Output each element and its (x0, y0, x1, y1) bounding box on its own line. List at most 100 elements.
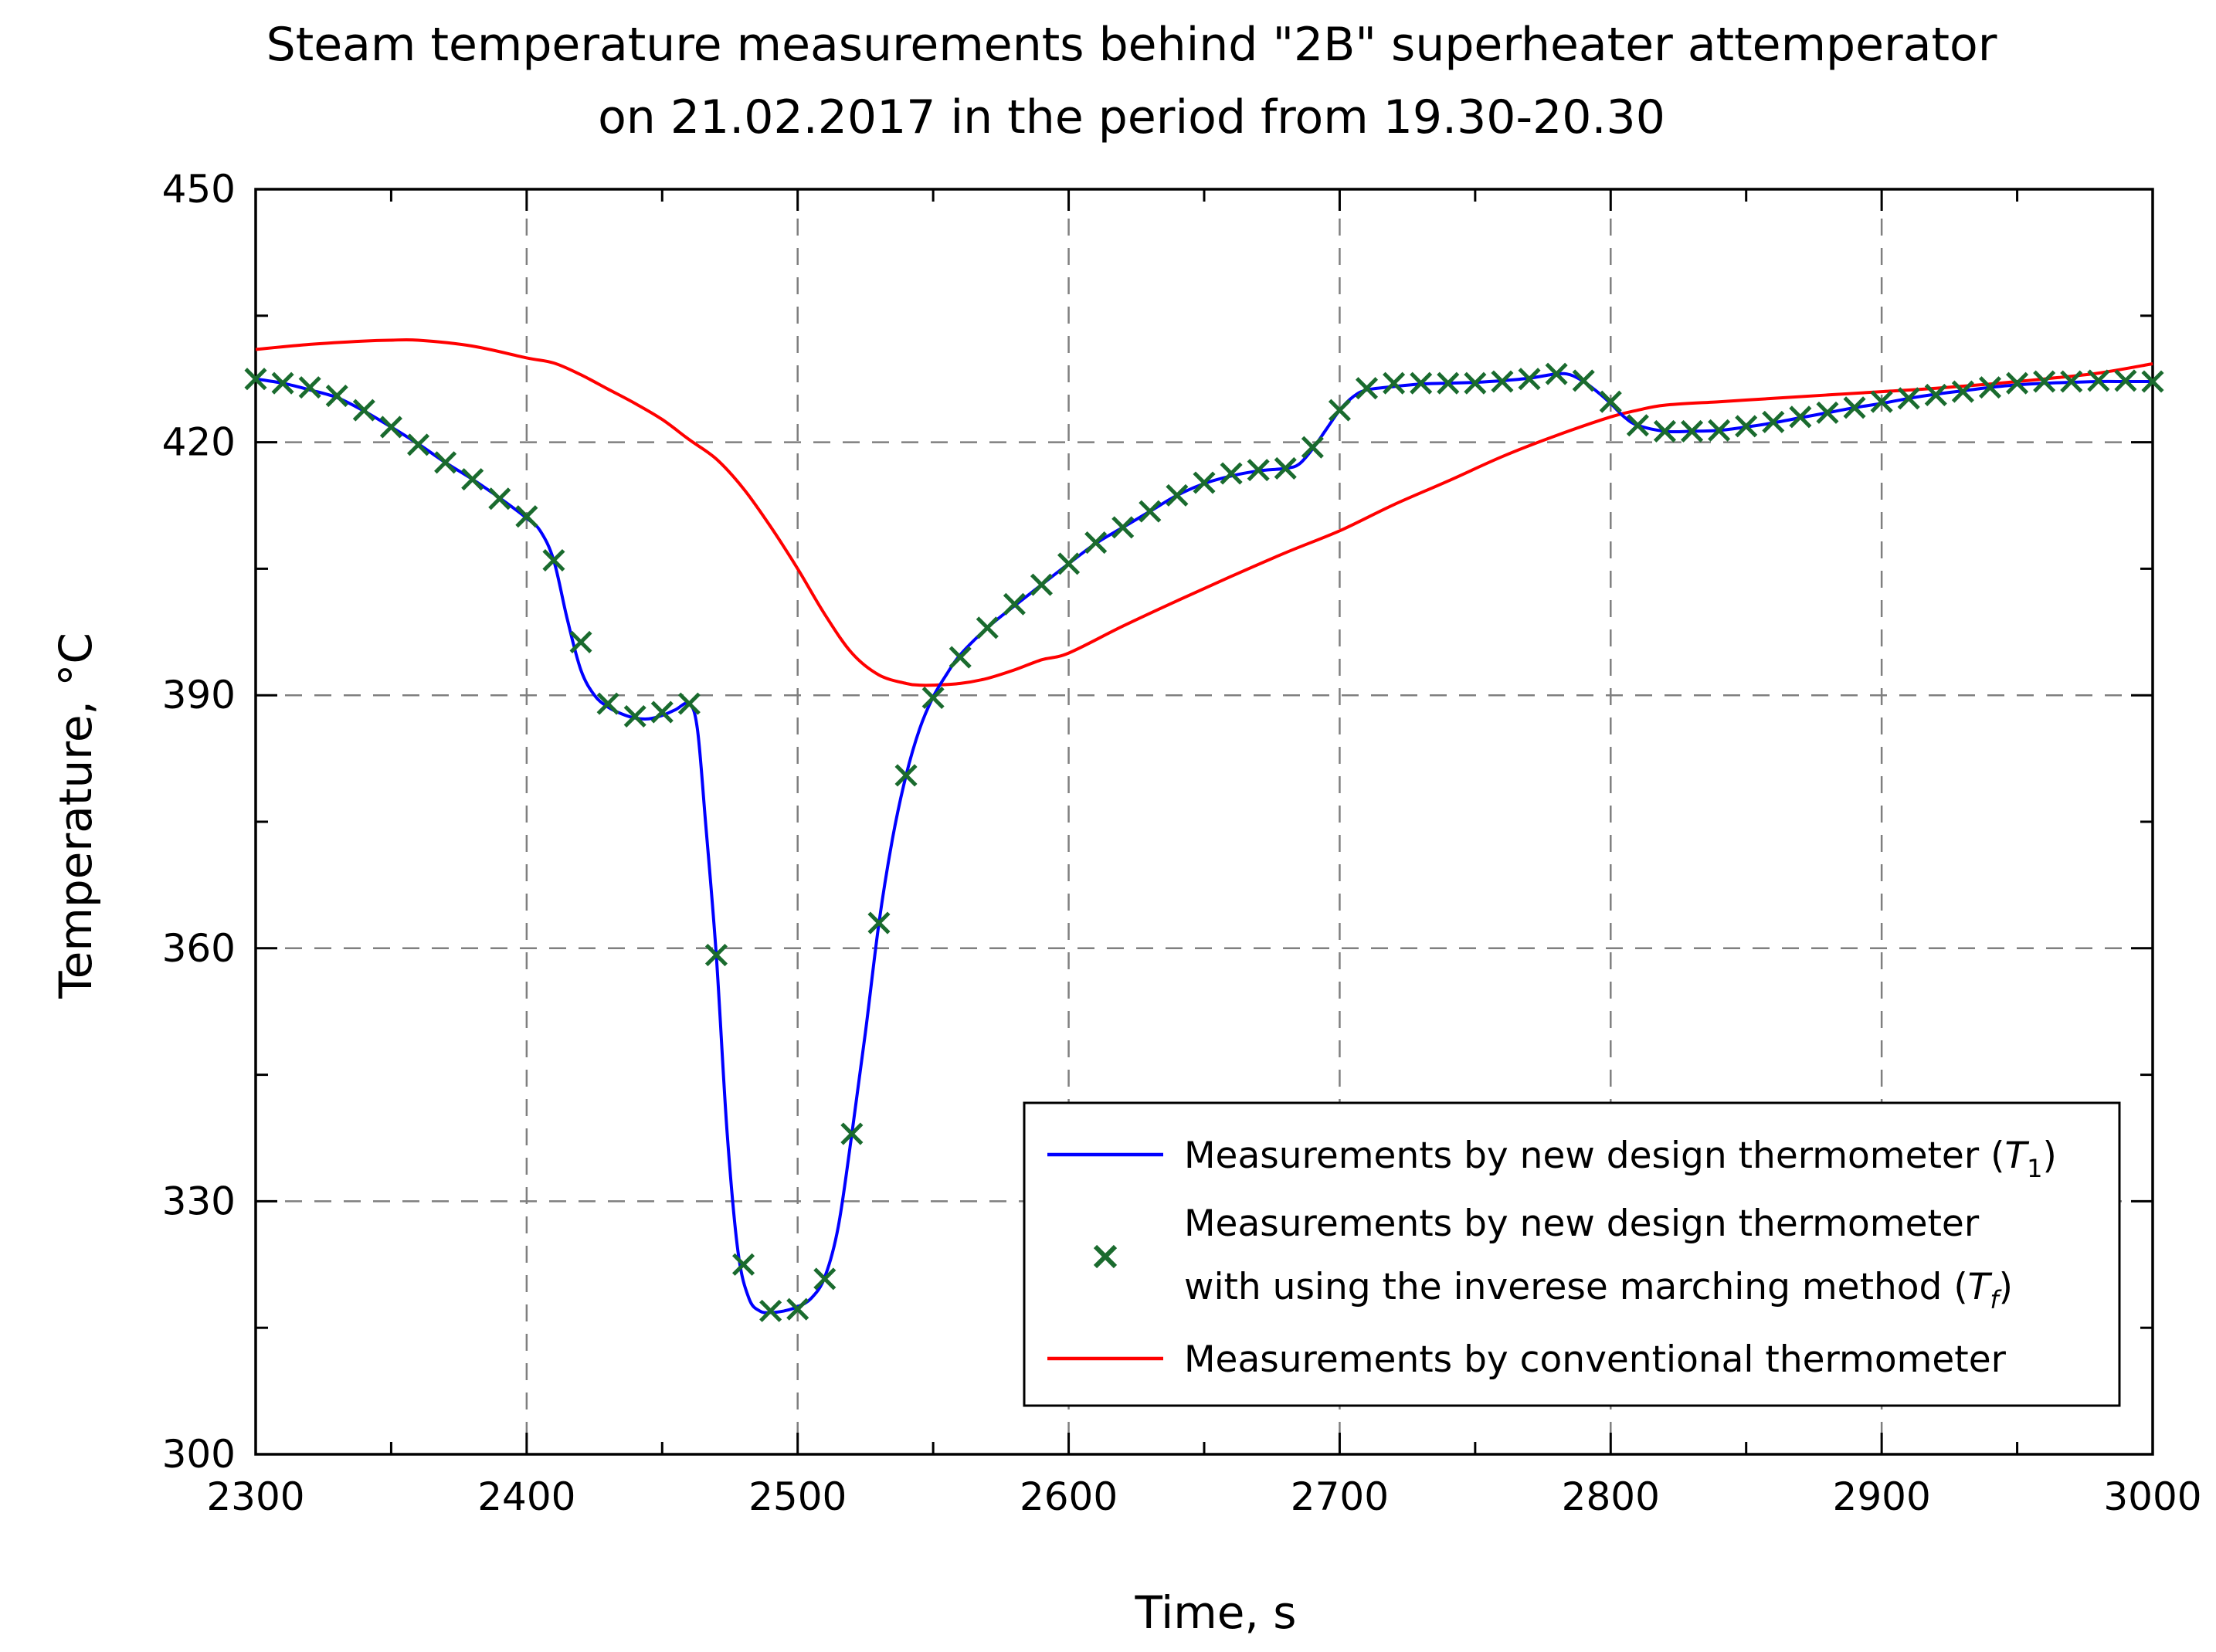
data-point-inverse-marching-2430 (596, 692, 619, 715)
data-point-inverse-marching-2350 (379, 416, 402, 439)
data-point-inverse-marching-2920 (1924, 383, 1947, 406)
data-point-inverse-marching-2300 (244, 368, 267, 391)
data-point-inverse-marching-2500 (786, 1298, 809, 1321)
legend-entry-inverse-marching-suffix: ) (1999, 1266, 2013, 1308)
x-tick-label-2600: 2600 (1020, 1474, 1118, 1519)
data-point-inverse-marching-2340 (352, 399, 375, 422)
data-point-inverse-marching-2510 (813, 1267, 837, 1291)
y-tick-label-390: 390 (162, 673, 236, 717)
x-axis-label: Time, s (1134, 1586, 1296, 1639)
chart-title: Steam temperature measurements behind "2… (266, 18, 1997, 72)
data-point-inverse-marching-2460 (677, 692, 701, 715)
x-tick-label-3000: 3000 (2103, 1474, 2201, 1519)
legend-entry-new-design-suffix: ) (2043, 1135, 2057, 1177)
x-tick-label-2500: 2500 (748, 1474, 847, 1519)
data-point-inverse-marching-2830 (1681, 419, 1704, 443)
data-point-inverse-marching-2490 (759, 1299, 782, 1322)
data-point-inverse-marching-2320 (298, 376, 321, 399)
data-point-inverse-marching-2400 (515, 505, 538, 528)
legend-entry-inverse-marching-line1: Measurements by new design thermometer (1184, 1203, 1980, 1245)
data-point-inverse-marching-2580 (1003, 592, 1026, 616)
data-point-inverse-marching-2420 (569, 630, 592, 653)
data-point-inverse-marching-2650 (1193, 471, 1216, 494)
legend-marker-stroke-b (1093, 1244, 1118, 1269)
data-point-inverse-marching-2670 (1247, 459, 1270, 482)
data-point-inverse-marching-2470 (704, 944, 728, 967)
y-tick-label-360: 360 (162, 926, 236, 971)
data-point-inverse-marching-2840 (1708, 419, 1731, 442)
data-point-inverse-marching-2710 (1355, 377, 1379, 400)
series-layer (244, 338, 2164, 1322)
data-point-inverse-marching-2850 (1735, 415, 1758, 438)
data-point-inverse-marching-2520 (840, 1122, 864, 1145)
data-point-inverse-marching-2590 (1030, 573, 1054, 596)
data-point-inverse-marching-2870 (1789, 405, 1812, 429)
data-point-inverse-marching-2540 (894, 764, 918, 787)
data-point-inverse-marching-2800 (1599, 390, 1622, 413)
data-point-inverse-marching-2360 (406, 433, 430, 456)
data-point-inverse-marching-2630 (1139, 500, 1162, 523)
data-point-inverse-marching-2970 (2060, 370, 2083, 393)
data-point-inverse-marching-2990 (2114, 369, 2137, 392)
legend: Measurements by new design thermometer (… (1023, 1101, 2121, 1407)
tick-label-layer: 2300 2400 2500 2600 2700 2800 2900 3000 300 330 36… (162, 167, 2202, 1519)
data-point-inverse-marching-2750 (1464, 371, 1487, 395)
data-point-inverse-marching-2910 (1897, 387, 1920, 410)
data-point-inverse-marching-2860 (1762, 410, 1785, 433)
data-point-inverse-marching-2980 (2087, 369, 2110, 392)
data-point-inverse-marching-2770 (1518, 368, 1541, 391)
data-point-inverse-marching-2950 (2006, 371, 2029, 395)
x-tick-label-2700: 2700 (1291, 1474, 1389, 1519)
data-point-inverse-marching-2530 (867, 911, 891, 935)
data-point-inverse-marching-2330 (325, 385, 348, 408)
plot-frame (254, 188, 2154, 1456)
y-tick-label-450: 450 (162, 167, 236, 212)
x-tick-label-2400: 2400 (477, 1474, 575, 1519)
data-point-inverse-marching-2390 (488, 487, 511, 511)
data-point-inverse-marching-2960 (2033, 370, 2056, 393)
chart-subtitle: on 21.02.2017 in the period from 19.30-2… (598, 90, 1665, 144)
data-point-inverse-marching-3000 (2141, 370, 2164, 393)
legend-entry-new-design-math: T (2004, 1135, 2029, 1177)
data-point-inverse-marching-2740 (1437, 371, 1460, 395)
data-point-inverse-marching-2440 (623, 704, 646, 728)
data-point-inverse-marching-2550 (921, 686, 945, 710)
data-point-inverse-marching-2720 (1383, 371, 1406, 395)
data-point-inverse-marching-2620 (1111, 516, 1135, 539)
legend-entry-new-design-sub: 1 (2027, 1154, 2042, 1183)
series-conventional-line (255, 338, 2153, 687)
legend-entry-inverse-marching-math: T (1968, 1266, 1993, 1308)
data-point-inverse-marching-2480 (732, 1253, 755, 1276)
legend-box (1023, 1101, 2121, 1407)
data-point-inverse-marching-2880 (1816, 401, 1839, 424)
data-point-inverse-marching-2690 (1301, 436, 1324, 459)
data-point-inverse-marching-2640 (1166, 483, 1189, 507)
legend-entry-conventional: Measurements by conventional thermometer (1184, 1338, 2007, 1381)
data-point-inverse-marching-2370 (434, 451, 457, 474)
data-point-inverse-marching-2900 (1870, 390, 1893, 413)
data-point-inverse-marching-2890 (1843, 396, 1866, 419)
data-point-inverse-marching-2700 (1328, 399, 1351, 422)
legend-swatch-inverse-marching (1093, 1244, 1118, 1269)
y-tick-label-300: 300 (162, 1432, 236, 1477)
data-point-inverse-marching-2310 (271, 371, 294, 395)
data-point-inverse-marching-2680 (1274, 456, 1297, 480)
data-point-inverse-marching-2570 (976, 616, 999, 639)
data-point-inverse-marching-2380 (461, 468, 484, 491)
data-point-inverse-marching-2610 (1084, 531, 1108, 555)
data-point-inverse-marching-2560 (949, 646, 972, 669)
x-tick-label-2800: 2800 (1562, 1474, 1660, 1519)
data-point-inverse-marching-2810 (1626, 414, 1649, 437)
data-point-inverse-marching-2930 (1951, 380, 1974, 403)
data-point-inverse-marching-2730 (1410, 371, 1433, 395)
data-point-inverse-marching-2410 (542, 548, 565, 572)
data-point-inverse-marching-2760 (1491, 370, 1514, 393)
x-tick-label-2300: 2300 (206, 1474, 304, 1519)
data-point-inverse-marching-2790 (1572, 369, 1595, 392)
data-point-inverse-marching-2780 (1545, 362, 1568, 385)
y-axis-label: Temperature, °C (49, 633, 102, 999)
legend-entry-inverse-marching-line2: with using the inverese marching method … (1184, 1266, 2013, 1314)
x-tick-label-2900: 2900 (1833, 1474, 1931, 1519)
